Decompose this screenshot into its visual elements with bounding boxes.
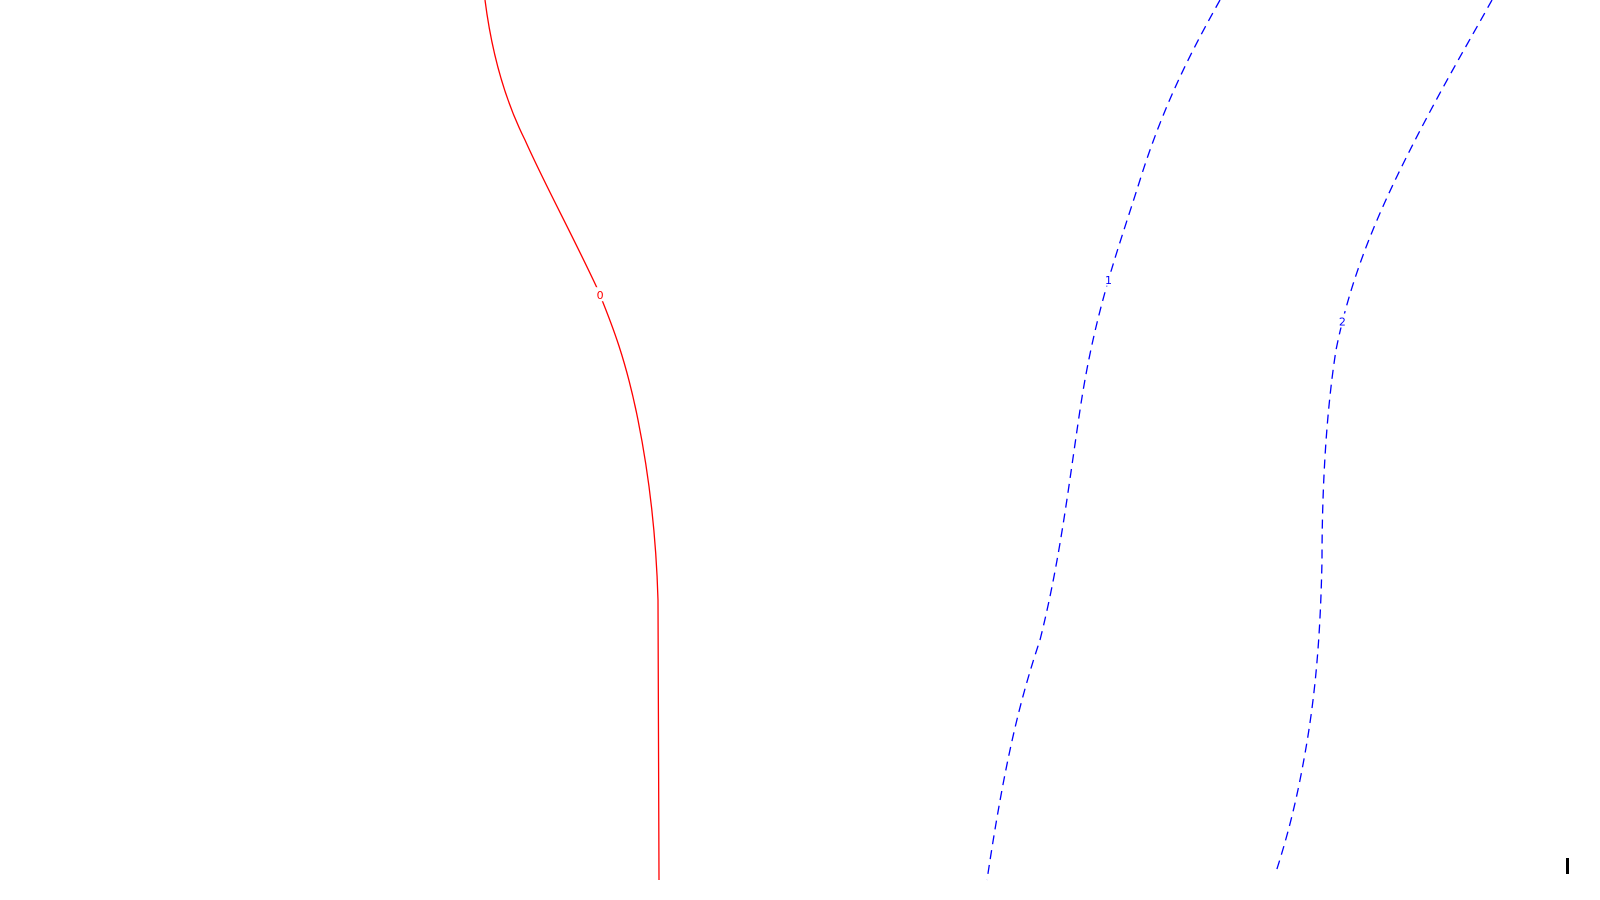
contour-label-gap	[1103, 271, 1114, 286]
contour-label-gap	[1337, 313, 1348, 328]
contour-line-0	[484, 0, 660, 881]
contour-label-gap	[595, 287, 606, 302]
edge-mark	[1566, 858, 1569, 874]
contour-label-0: 0	[597, 289, 604, 302]
contour-line-1	[986, 0, 1221, 881]
contour-label-2: 2	[1339, 316, 1346, 329]
contour-label-1: 1	[1105, 274, 1112, 287]
contour-line-2	[1275, 0, 1493, 873]
